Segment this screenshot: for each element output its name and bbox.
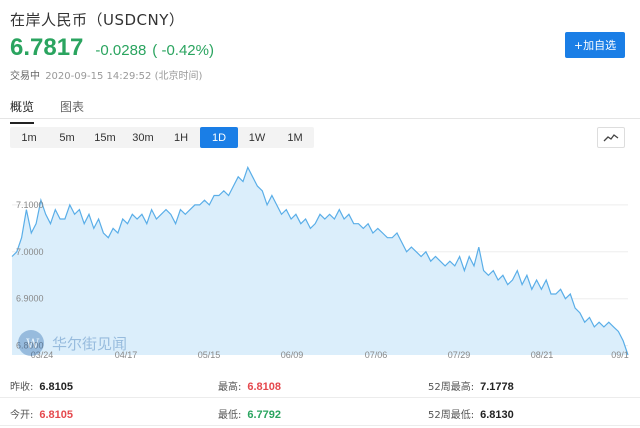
x-tick-label: 05/15 [198,350,221,360]
x-tick-label: 08/21 [531,350,554,360]
timestamp: 2020-09-15 14:29:52 (北京时间) [45,71,203,82]
period-30m[interactable]: 30m [132,131,154,144]
y-tick-label: 6.8000 [16,341,44,351]
trading-status: 交易中 [10,71,40,82]
stat-52w-high: 52周最高: 7.1778 [428,381,514,393]
page-title: 在岸人民币（USDCNY） [10,11,185,29]
period-1m[interactable]: 1m [21,131,37,144]
period-1h[interactable]: 1H [173,131,189,144]
y-tick-label: 6.9000 [16,294,44,304]
period-15m[interactable]: 15m [94,131,116,144]
tabs-divider [0,118,640,119]
x-tick-label: 03/24 [31,350,54,360]
line-chart-icon [603,133,619,141]
chart-type-button[interactable] [597,127,625,148]
price-change: -0.0288 [95,42,147,59]
watermark: W 华尔街见闻 [18,330,127,356]
add-watchlist-button[interactable]: +加自选 [565,32,625,58]
stat-52w-low: 52周最低: 6.8130 [428,409,514,421]
stats-row: 昨收: 6.8105 最高: 6.8108 52周最高: 7.1778 [0,370,640,398]
y-tick-label: 7.0000 [16,247,44,257]
price-chart[interactable]: 7.1000 7.0000 6.9000 6.8000 03/24 04/17 05/15… [0,150,640,362]
stat-open: 今开: 6.8105 [10,409,74,421]
stat-high: 最高: 6.8108 [218,381,282,393]
tab-overview[interactable]: 概览 [10,98,35,124]
period-1w[interactable]: 1W [248,131,266,144]
x-tick-label: 09/1 [611,350,629,360]
x-tick-label: 06/09 [281,350,304,360]
stat-low: 最低: 6.7792 [218,409,282,421]
svg-text:W: W [26,337,40,352]
price-line [11,165,629,356]
watermark-text: 华尔街见闻 [52,335,127,353]
x-tick-label: 07/06 [365,350,388,360]
price-change-percent: ( -0.42%) [152,42,214,59]
x-tick-label: 07/29 [448,350,471,360]
stats-row: 今开: 6.8105 最低: 6.7792 52周最低: 6.8130 [0,398,640,426]
period-5m[interactable]: 5m [59,131,75,144]
status-row: 交易中 2020-09-15 14:29:52 (北京时间) [10,67,202,82]
period-1d[interactable]: 1D [200,127,238,148]
period-selector: 1m 5m 15m 30m 1H 1D 1W 1M [10,127,314,148]
x-tick-label: 04/17 [115,350,138,360]
stats-table: 昨收: 6.8105 最高: 6.8108 52周最高: 7.1778 今开: 6.81… [0,370,640,426]
price-area [12,167,628,355]
tab-chart[interactable]: 图表 [60,100,85,114]
view-tabs: 概览 图表 [10,98,110,124]
watermark-logo-icon [18,330,44,356]
y-tick-label: 7.1000 [16,200,44,210]
period-1mo[interactable]: 1M [287,131,303,144]
last-price: 6.7817 [10,34,84,61]
stat-prev-close: 昨收: 6.8105 [10,381,74,393]
price-row: 6.7817 -0.0288 ( -0.42%) [10,34,214,62]
